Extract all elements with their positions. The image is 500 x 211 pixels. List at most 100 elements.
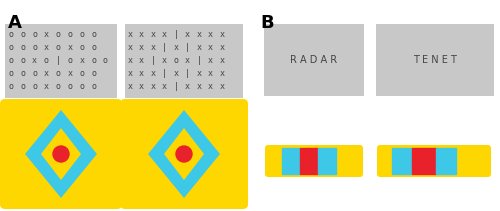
Polygon shape [25, 110, 97, 198]
Text: o: o [68, 55, 72, 65]
Text: o: o [68, 30, 72, 38]
Text: x: x [208, 55, 213, 65]
Text: x: x [208, 81, 213, 91]
Text: x: x [196, 69, 202, 77]
Text: |: | [185, 42, 190, 51]
FancyBboxPatch shape [265, 145, 363, 177]
Text: x: x [162, 81, 167, 91]
Text: o: o [8, 69, 14, 77]
Text: o: o [56, 81, 60, 91]
Text: o: o [174, 55, 178, 65]
Text: o: o [20, 81, 25, 91]
Text: |: | [196, 55, 202, 65]
Text: x: x [220, 42, 224, 51]
Bar [436, 148, 456, 174]
Text: A: A [8, 14, 22, 32]
Text: |: | [56, 55, 60, 65]
Bar [392, 148, 412, 174]
Text: x: x [162, 30, 167, 38]
Text: o: o [8, 30, 14, 38]
Text: |: | [174, 81, 178, 91]
Text: o: o [103, 55, 108, 65]
Text: x: x [128, 81, 132, 91]
FancyBboxPatch shape [376, 24, 494, 96]
Polygon shape [41, 128, 81, 180]
Text: o: o [91, 55, 96, 65]
Text: x: x [44, 69, 49, 77]
Text: x: x [196, 42, 202, 51]
Text: |: | [174, 30, 178, 38]
FancyBboxPatch shape [377, 145, 491, 177]
Text: x: x [196, 81, 202, 91]
Text: o: o [80, 42, 84, 51]
Text: x: x [208, 30, 213, 38]
Text: T E N E T: T E N E T [413, 55, 457, 65]
FancyBboxPatch shape [5, 24, 117, 98]
Text: o: o [32, 81, 37, 91]
Text: o: o [91, 81, 96, 91]
Text: o: o [32, 30, 37, 38]
Text: x: x [208, 69, 213, 77]
Text: x: x [139, 42, 144, 51]
Text: x: x [220, 81, 224, 91]
Text: o: o [32, 42, 37, 51]
Text: x: x [150, 30, 156, 38]
Text: x: x [68, 42, 72, 51]
Text: x: x [44, 30, 49, 38]
Text: x: x [128, 42, 132, 51]
Text: o: o [80, 81, 84, 91]
Text: o: o [68, 81, 72, 91]
FancyBboxPatch shape [0, 99, 122, 209]
Text: x: x [32, 55, 37, 65]
Text: x: x [220, 55, 224, 65]
Text: x: x [80, 55, 84, 65]
Text: o: o [20, 30, 25, 38]
Text: x: x [162, 55, 167, 65]
Text: |: | [162, 69, 167, 77]
Text: x: x [44, 81, 49, 91]
Text: x: x [139, 69, 144, 77]
FancyBboxPatch shape [125, 24, 243, 98]
Text: o: o [20, 69, 25, 77]
Text: |: | [185, 69, 190, 77]
Text: x: x [128, 55, 132, 65]
Text: x: x [174, 42, 178, 51]
Text: o: o [91, 30, 96, 38]
Text: x: x [150, 69, 156, 77]
Text: o: o [20, 55, 25, 65]
Text: o: o [56, 69, 60, 77]
Text: o: o [8, 55, 14, 65]
Bar [300, 148, 318, 174]
Text: x: x [139, 55, 144, 65]
Text: x: x [139, 81, 144, 91]
Bar [412, 148, 436, 174]
Text: x: x [185, 30, 190, 38]
Text: x: x [196, 30, 202, 38]
Text: o: o [8, 81, 14, 91]
Text: x: x [185, 81, 190, 91]
Text: x: x [128, 30, 132, 38]
Bar [318, 148, 336, 174]
Text: o: o [80, 69, 84, 77]
Text: x: x [220, 69, 224, 77]
Circle shape [53, 146, 69, 162]
Text: x: x [208, 42, 213, 51]
Text: x: x [220, 30, 224, 38]
Text: x: x [150, 81, 156, 91]
FancyBboxPatch shape [120, 99, 248, 209]
Text: o: o [80, 30, 84, 38]
Text: o: o [91, 42, 96, 51]
Text: |: | [150, 55, 156, 65]
Bar [282, 148, 300, 174]
FancyBboxPatch shape [264, 24, 364, 96]
Text: o: o [56, 30, 60, 38]
Text: R A D A R: R A D A R [290, 55, 338, 65]
Text: x: x [128, 69, 132, 77]
Text: o: o [20, 42, 25, 51]
Text: B: B [260, 14, 274, 32]
Text: x: x [185, 55, 190, 65]
Polygon shape [148, 110, 220, 198]
Text: o: o [44, 55, 49, 65]
Text: |: | [162, 42, 167, 51]
Circle shape [176, 146, 192, 162]
